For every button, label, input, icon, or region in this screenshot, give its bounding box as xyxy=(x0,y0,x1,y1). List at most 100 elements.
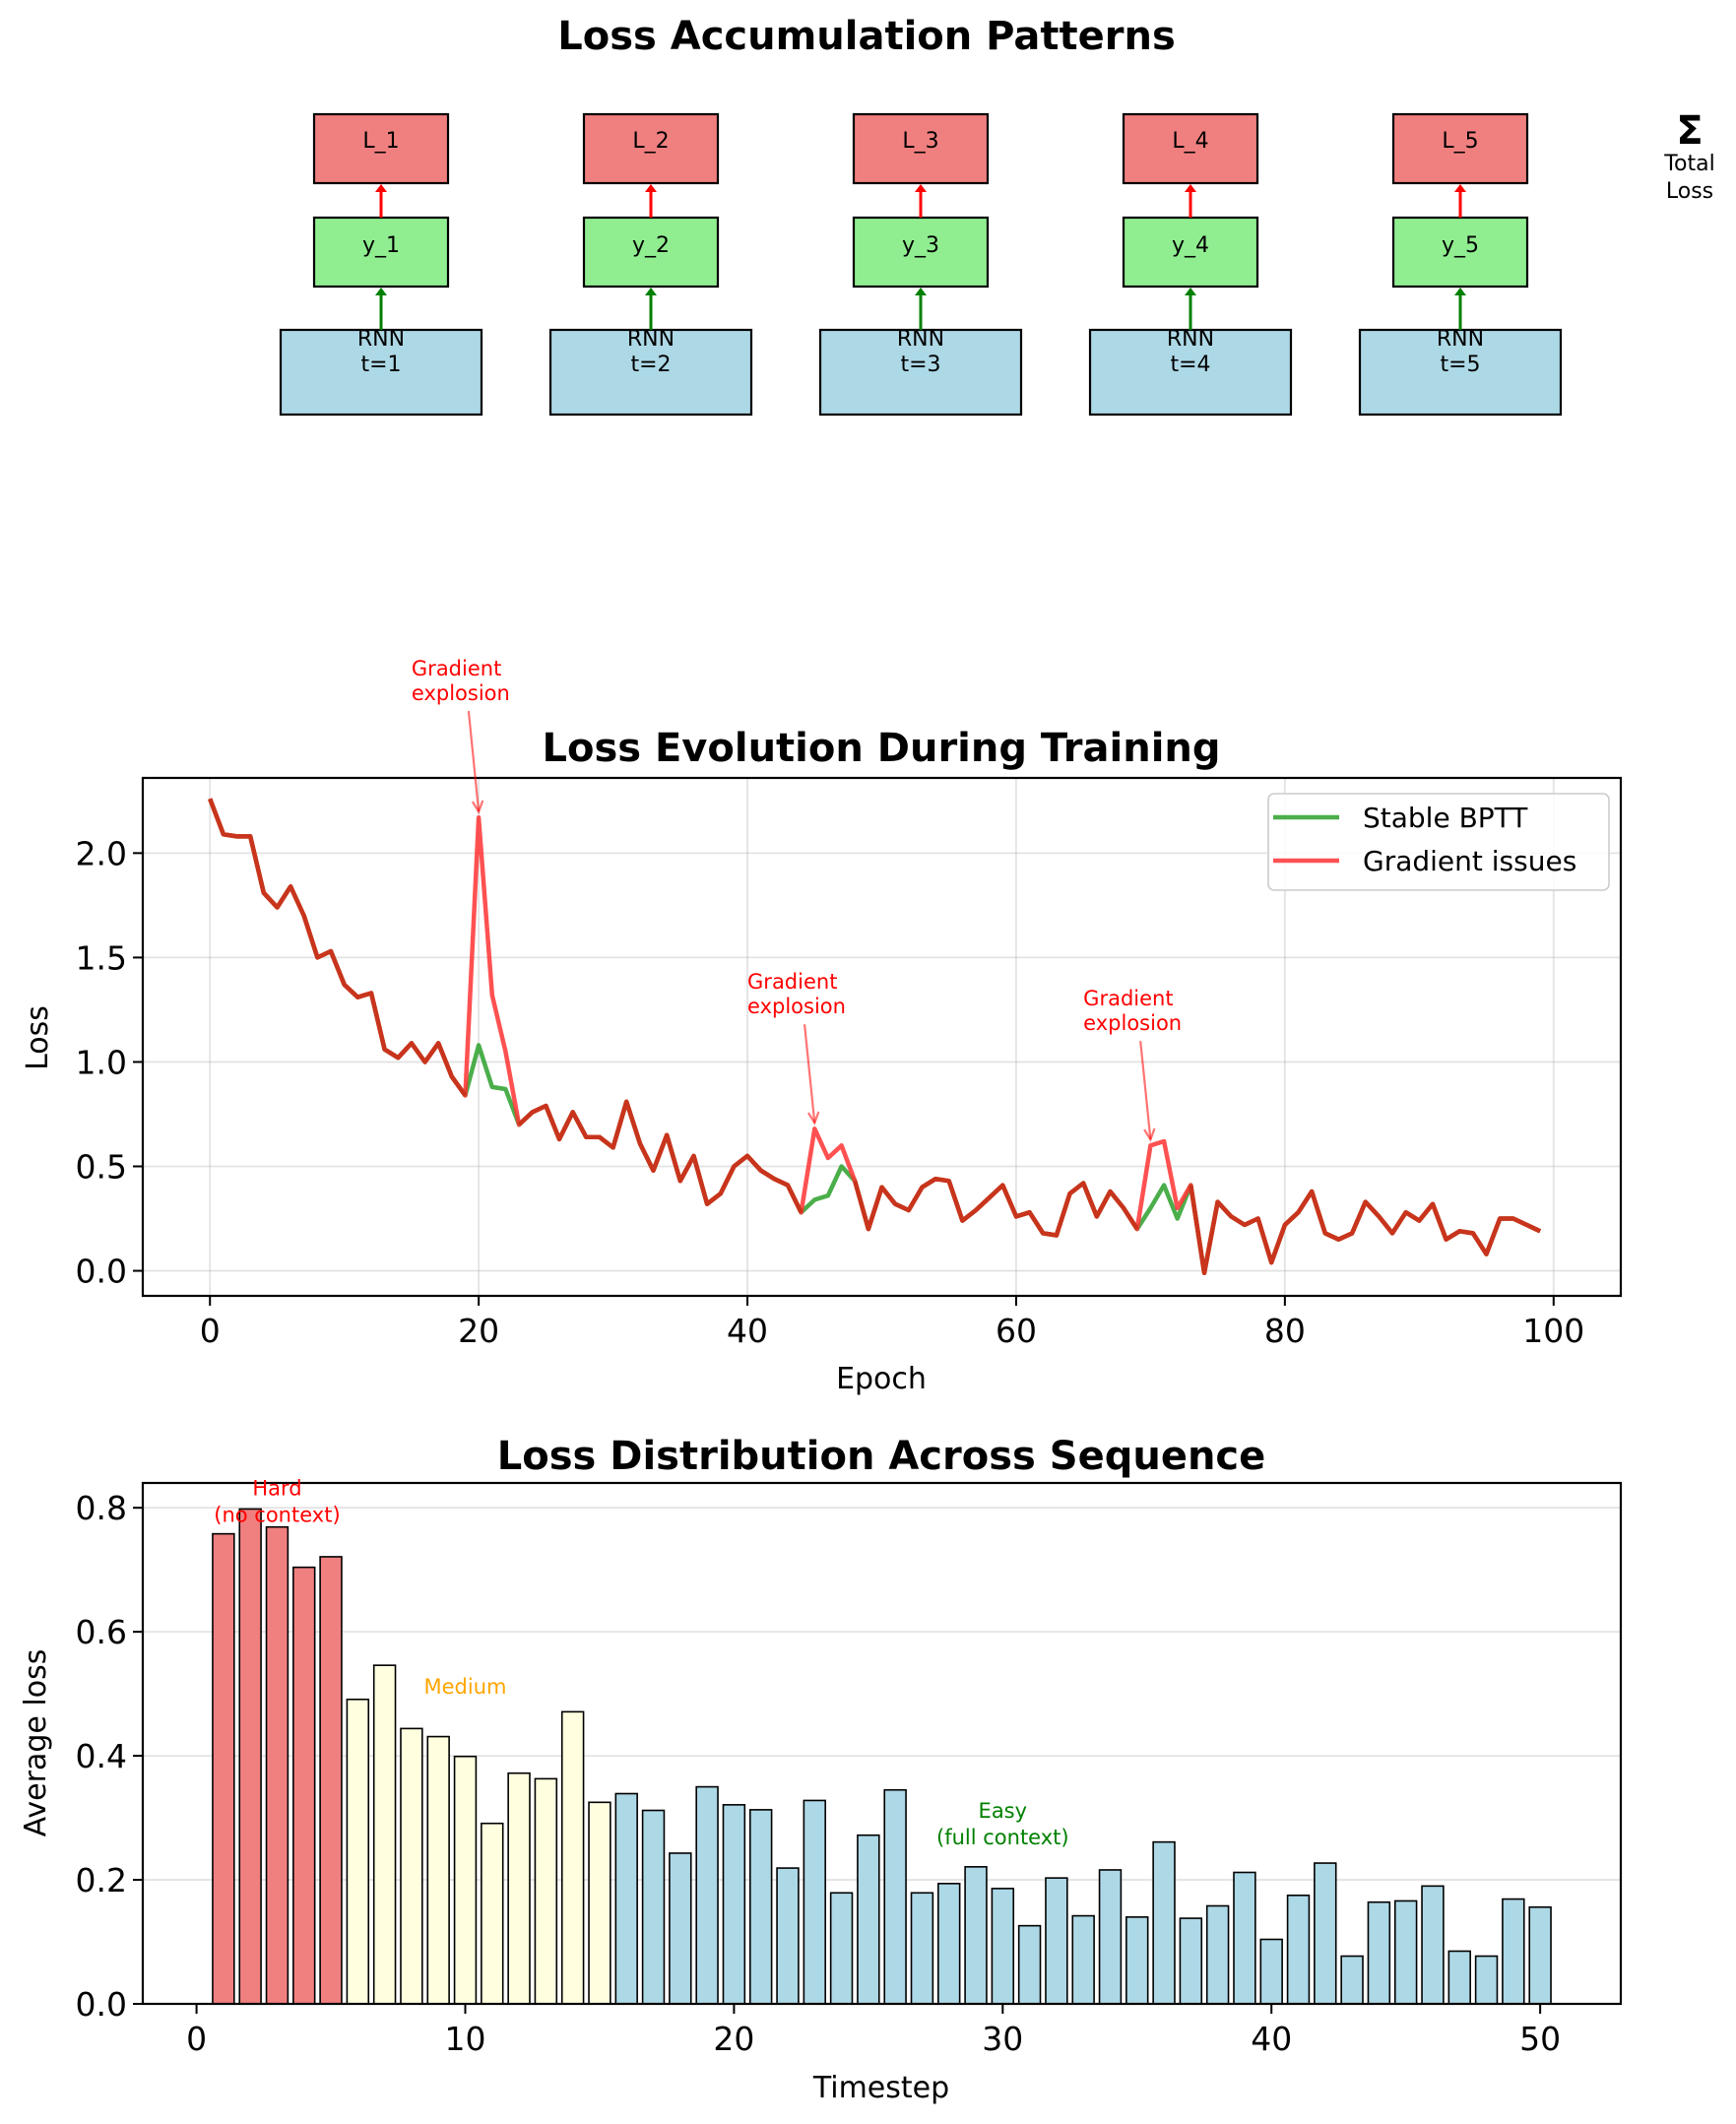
rnn-cell-label: RNN t=5 xyxy=(1437,327,1484,377)
bar-y-axis-label: Average loss xyxy=(19,1649,53,1837)
bar-timestep-20 xyxy=(722,1804,746,2005)
line-axes-frame xyxy=(141,776,1623,1298)
y-tick-label: 0.6 xyxy=(76,1613,127,1651)
loss-box xyxy=(582,112,720,185)
annotation-easy: Easy (full context) xyxy=(936,1799,1069,1849)
line-series xyxy=(208,798,1542,1275)
bar-timestep-1 xyxy=(212,1532,235,2005)
y-tick-label: 0.4 xyxy=(76,1737,127,1775)
arrow-up-icon xyxy=(375,288,387,295)
bar-timestep-22 xyxy=(776,1867,800,2005)
arrow-up-icon xyxy=(915,184,927,192)
sum-icon: Σ xyxy=(1676,108,1703,154)
bar-timestep-35 xyxy=(1125,1916,1149,2005)
bar-timestep-29 xyxy=(964,1866,988,2005)
bar-timestep-38 xyxy=(1205,1904,1230,2005)
y-tick-label: 0.0 xyxy=(76,1253,127,1291)
bar-x-axis-label: Timestep xyxy=(812,2071,949,2105)
bar-timestep-27 xyxy=(910,1892,934,2005)
rnn-cell-box xyxy=(1358,328,1563,417)
bar-annotations: Hard (no context) Medium Easy (full context) xyxy=(214,1477,1068,1849)
x-tick-label: 10 xyxy=(444,2020,485,2058)
rnn-cell-box xyxy=(279,328,483,417)
y-tick-label: 1.5 xyxy=(76,938,127,977)
y-tick-label: 0.0 xyxy=(76,1985,127,2024)
arrow-up-icon xyxy=(1185,288,1196,295)
bar-timestep-21 xyxy=(748,1809,773,2005)
bar-timestep-14 xyxy=(560,1710,585,2005)
bar-timestep-13 xyxy=(534,1777,558,2005)
timestep-node-group: RNN t=2 y_2 L_2 xyxy=(548,112,753,417)
rnn-cell-label: RNN t=3 xyxy=(897,327,944,377)
rnn-cell-label: RNN t=1 xyxy=(357,327,405,377)
timestep-node-group: RNN t=5 y_5 L_5 xyxy=(1358,112,1563,417)
x-tick-label: 60 xyxy=(996,1312,1037,1350)
bar-timestep-33 xyxy=(1071,1914,1095,2005)
bar-timestep-8 xyxy=(400,1727,423,2005)
timestep-node-group: RNN t=1 y_1 L_1 xyxy=(279,112,483,417)
bar-timestep-34 xyxy=(1098,1869,1123,2005)
legend-box xyxy=(1267,793,1610,891)
bar-timestep-5 xyxy=(319,1556,343,2005)
bar-timestep-18 xyxy=(669,1852,692,2005)
rnn-cell-label: RNN t=4 xyxy=(1167,327,1214,377)
bar-timestep-24 xyxy=(829,1892,854,2005)
bar-axes-frame xyxy=(141,1481,1623,2006)
bar-timestep-49 xyxy=(1502,1898,1525,2005)
output-label: y_4 xyxy=(1172,233,1209,258)
bar-timestep-26 xyxy=(883,1788,907,2005)
bar-timestep-32 xyxy=(1045,1877,1068,2005)
rnn-cell-box xyxy=(818,328,1023,417)
timestep-node-group: RNN t=3 y_3 L_3 xyxy=(818,112,1023,417)
bar-timestep-44 xyxy=(1367,1900,1391,2005)
loss-label: L_1 xyxy=(362,129,399,154)
arrow-up-icon xyxy=(915,288,927,295)
bar-timestep-6 xyxy=(346,1698,370,2005)
output-box xyxy=(852,216,990,289)
bar-timestep-39 xyxy=(1233,1871,1256,2005)
legend-label: Stable BPTT xyxy=(1363,802,1528,834)
legend-label: Gradient issues xyxy=(1363,845,1576,877)
bar-timestep-12 xyxy=(507,1771,531,2005)
y-tick-label: 0.5 xyxy=(76,1148,127,1187)
arrow-up-icon xyxy=(1185,184,1196,192)
total-loss-label: Total Loss xyxy=(1663,152,1714,204)
bar-timestep-43 xyxy=(1340,1955,1364,2005)
output-box xyxy=(1122,216,1259,289)
rnn-cell-box xyxy=(548,328,753,417)
bar-timestep-7 xyxy=(372,1664,397,2005)
bar-timestep-42 xyxy=(1314,1862,1337,2005)
loss-box xyxy=(1391,112,1529,185)
bar-ticks: 0.0 0.2 0.4 0.6 0.8 0 10 20 30 40 50 xyxy=(76,1489,1562,2058)
bar-timestep-2 xyxy=(238,1508,262,2005)
line-annotations: Gradient explosion Gradient explosion Gradie… xyxy=(412,657,1182,1142)
output-label: y_2 xyxy=(632,233,670,258)
series-overlap-line xyxy=(208,798,468,1097)
annotation-hard: Hard (no context) xyxy=(214,1477,340,1527)
y-tick-label: 2.0 xyxy=(76,834,127,872)
bar-chart-panel: 0.0 0.2 0.4 0.6 0.8 0 10 20 30 40 50 Hard (no conte… xyxy=(19,1434,1623,2105)
y-tick-label: 1.0 xyxy=(76,1043,127,1081)
bar-timestep-47 xyxy=(1447,1950,1471,2005)
bar-timestep-45 xyxy=(1393,1899,1418,2005)
bar-timestep-17 xyxy=(641,1809,666,2005)
x-tick-label: 40 xyxy=(1251,2020,1292,2058)
bar-timestep-10 xyxy=(453,1755,478,2005)
output-label: y_1 xyxy=(362,233,400,258)
bar-timestep-31 xyxy=(1017,1924,1042,2005)
arrow-up-icon xyxy=(375,184,387,192)
x-tick-label: 0 xyxy=(200,1312,221,1350)
y-tick-label: 0.2 xyxy=(76,1861,127,1899)
output-label: y_5 xyxy=(1442,233,1479,258)
annotation-arrow xyxy=(467,710,481,812)
annotation-gradient-explosion: Gradient explosion xyxy=(1083,987,1182,1035)
diagram-title: Loss Accumulation Patterns xyxy=(557,14,1176,59)
series-overlap-line xyxy=(853,1176,1139,1238)
arrowhead-icon xyxy=(807,1111,820,1126)
x-tick-label: 20 xyxy=(458,1312,499,1350)
line-ticks: 0 20 40 60 80 100 0.0 0.5 1.0 1.5 2.0 xyxy=(76,834,1585,1350)
annotation-arrow xyxy=(1139,1041,1152,1140)
bar-timestep-50 xyxy=(1528,1905,1552,2005)
